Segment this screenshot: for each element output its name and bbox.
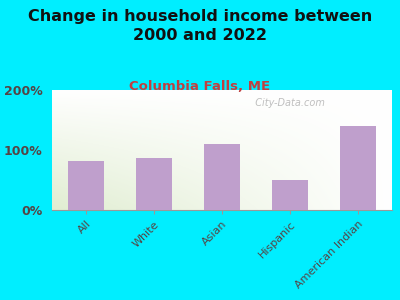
Text: City-Data.com: City-Data.com <box>249 98 325 108</box>
Bar <box>204 144 240 210</box>
Bar <box>136 158 172 210</box>
Text: Change in household income between
2000 and 2022: Change in household income between 2000 … <box>28 9 372 43</box>
Text: Columbia Falls, ME: Columbia Falls, ME <box>130 80 270 92</box>
Bar <box>68 161 104 210</box>
Bar <box>272 180 308 210</box>
Bar <box>340 126 376 210</box>
